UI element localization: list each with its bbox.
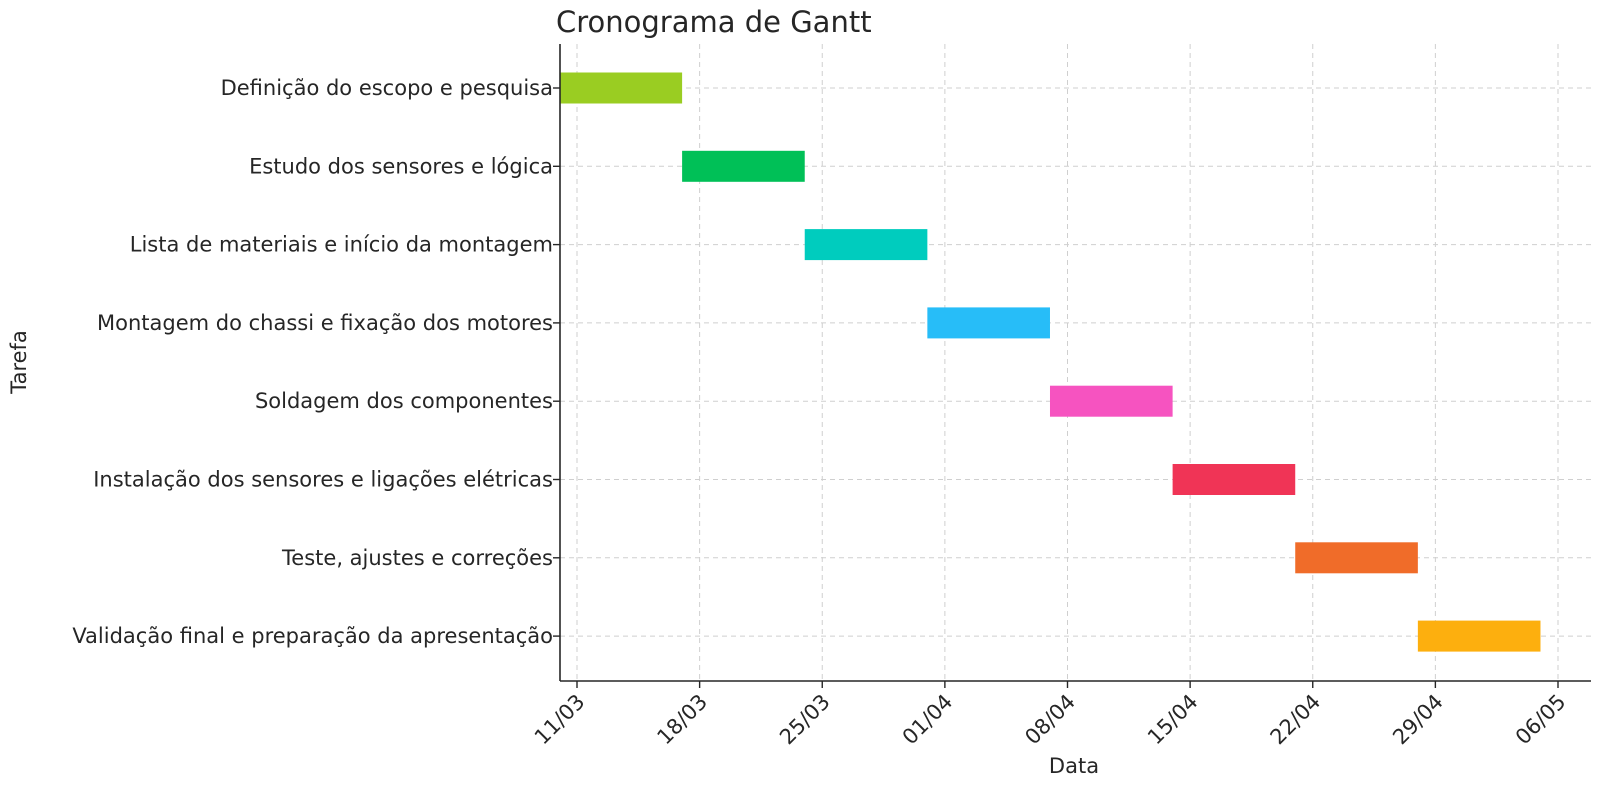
task-bar	[927, 307, 1050, 339]
x-tick-label: 08/04	[1020, 690, 1080, 750]
task-label: Soldagem dos componentes	[255, 389, 553, 413]
bar-layer	[559, 72, 1541, 652]
task-label: Montagem do chassi e fixação dos motores	[97, 311, 553, 335]
task-bar	[559, 72, 683, 104]
x-tick-label: 29/04	[1388, 690, 1448, 750]
task-label: Teste, ajustes e correções	[281, 546, 553, 570]
task-label: Validação final e preparação da apresent…	[72, 624, 553, 648]
task-label: Definição do escopo e pesquisa	[221, 76, 553, 100]
x-tick-labels: 11/03 18/03 25/03 01/04 08/04 15/04 22/04 29/04…	[530, 690, 1571, 750]
x-tick-label: 11/03	[530, 690, 590, 750]
task-bar	[1417, 620, 1541, 652]
task-label: Estudo dos sensores e lógica	[249, 154, 553, 178]
task-bar	[682, 150, 805, 182]
y-axis-label: Tarefa	[7, 330, 31, 395]
chart-title: Cronograma de Gantt	[556, 5, 872, 39]
task-label: Lista de materiais e início da montagem	[130, 233, 553, 257]
x-tick-label: 15/04	[1143, 690, 1203, 750]
grid-layer	[560, 44, 1591, 681]
axes	[553, 44, 1591, 688]
task-bar	[1049, 385, 1173, 417]
task-bar	[1172, 464, 1296, 495]
x-tick-label: 22/04	[1266, 690, 1326, 750]
task-label: Instalação dos sensores e ligações elétr…	[93, 468, 553, 492]
x-tick-label: 25/03	[775, 690, 835, 750]
task-bar	[804, 229, 928, 261]
task-labels: Definição do escopo e pesquisa Estudo dos…	[72, 76, 553, 648]
x-tick-label: 06/05	[1511, 690, 1571, 750]
x-tick-label: 18/03	[652, 690, 712, 750]
x-axis-label: Data	[1049, 754, 1099, 778]
x-tick-label: 01/04	[898, 690, 958, 750]
task-bar	[1295, 542, 1418, 574]
